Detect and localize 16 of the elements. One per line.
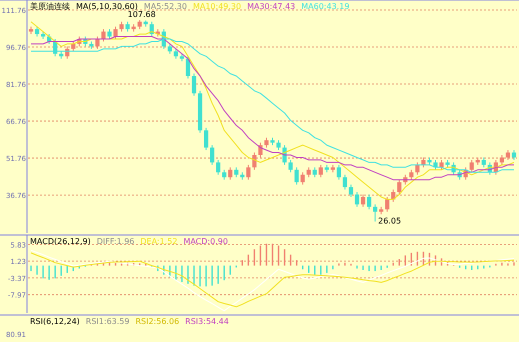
legend: DEA:1.52 [140, 237, 178, 246]
legend: MA30:47.43 [247, 2, 296, 11]
annotation: RSI3:54.44 [185, 317, 229, 326]
legend: DIFF:1.96 [96, 237, 134, 246]
title: 美原油连续 [30, 2, 70, 11]
annotation: RSI2:56.06 [135, 317, 180, 326]
annotation: MA5:52.30 [144, 2, 187, 11]
title: MACD(26,12,9) [30, 237, 91, 246]
legend: MA60:43.19 [301, 2, 350, 11]
annotation: 107.68 [128, 10, 156, 20]
subtitle: MA(5,10,30,60) [76, 2, 138, 11]
legend: MACD:0.90 [183, 237, 228, 246]
annotation: RSI1:63.59 [86, 317, 130, 326]
annotation: 26.05 [378, 216, 402, 226]
legend: MA10:49.30 [192, 2, 242, 11]
title: RSI(6,12,24) [30, 317, 80, 326]
